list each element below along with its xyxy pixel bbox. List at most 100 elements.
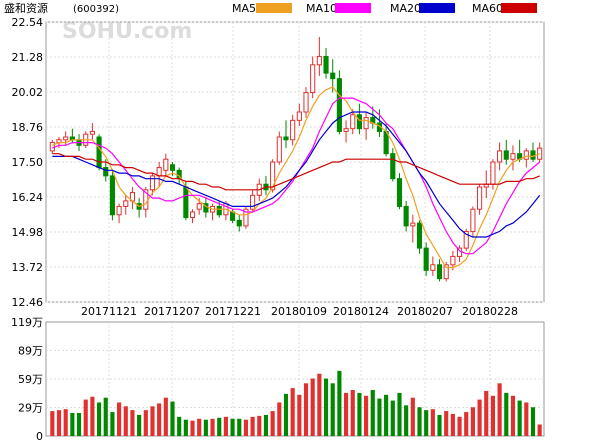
candle	[89, 123, 95, 140]
candle-body	[416, 222, 423, 249]
volume-bar	[270, 411, 275, 436]
candle-body	[356, 114, 362, 130]
volume-bar	[343, 392, 349, 436]
candle	[116, 203, 122, 224]
volume-bar	[96, 402, 102, 436]
y-tick-label: 13.72	[12, 261, 44, 274]
volume-bar	[497, 383, 502, 436]
candle-body	[163, 158, 169, 171]
candle	[416, 220, 423, 254]
candle-body	[230, 211, 236, 221]
volume-bar	[223, 416, 228, 436]
candle-body	[316, 55, 322, 66]
volume-bar	[123, 406, 128, 436]
volume-bar	[470, 407, 475, 436]
volume-bar	[257, 415, 262, 436]
volume-bar	[524, 402, 529, 436]
candle	[503, 139, 509, 165]
volume-bar	[417, 407, 422, 436]
volume-bar	[283, 393, 289, 436]
candle-body	[290, 119, 296, 141]
volume-bar	[530, 407, 536, 436]
moving-average-lines	[52, 86, 541, 269]
candle	[303, 87, 309, 118]
y-tick-label: 14.98	[12, 226, 44, 239]
candle-body	[403, 205, 409, 227]
candle	[163, 153, 169, 176]
legend-swatch-ma5	[256, 3, 292, 13]
volume-bar	[477, 399, 482, 436]
volume-bar	[277, 402, 282, 436]
x-tick-label: 20180124	[333, 305, 389, 318]
volume-bar	[117, 402, 122, 436]
volume-tick-label: 89万	[18, 345, 43, 358]
volume-bar	[370, 390, 375, 436]
x-tick-label: 20180228	[462, 305, 518, 318]
candle-body	[270, 161, 276, 191]
candle	[490, 159, 496, 190]
volume-bar	[50, 411, 55, 436]
candle-body	[336, 78, 342, 132]
candle	[336, 70, 342, 135]
volume-bar	[70, 413, 75, 436]
legend-label-ma20: MA20	[390, 2, 421, 15]
watermark-logo: SOHU.com	[62, 19, 192, 44]
candle	[356, 103, 362, 135]
candle-body	[276, 136, 282, 163]
volume-bar	[103, 397, 108, 436]
y-tick-label: 16.24	[12, 191, 44, 204]
volume-bar	[190, 420, 195, 436]
candle-body	[530, 150, 536, 160]
volume-bar	[384, 394, 389, 436]
candle-body	[49, 142, 55, 152]
candle-body	[169, 164, 176, 171]
candle-body	[350, 114, 356, 130]
y-tick-label: 20.02	[12, 86, 44, 99]
volume-bar	[310, 378, 315, 436]
legend-swatch-ma20	[419, 3, 455, 13]
volume-bar	[323, 378, 329, 436]
candle-body	[123, 200, 129, 207]
volume-bar	[410, 397, 415, 436]
candle	[323, 48, 329, 79]
candle	[209, 203, 216, 221]
legend-label-ma10: MA10	[306, 2, 337, 15]
candle	[523, 148, 529, 168]
volume-bar	[450, 413, 455, 436]
volume-bar	[263, 414, 269, 436]
y-tick-label: 12.46	[12, 296, 44, 309]
candle-body	[343, 128, 349, 132]
candle	[310, 56, 316, 99]
candle-body	[510, 153, 516, 160]
candle	[316, 37, 322, 76]
candle-body	[156, 167, 162, 177]
volume-bar	[170, 401, 175, 436]
candle-body	[283, 136, 289, 141]
candle	[296, 103, 302, 126]
volume-bar	[377, 398, 382, 436]
candle	[236, 214, 242, 232]
volume-tick-label: 119万	[11, 316, 43, 329]
volume-bar	[357, 392, 362, 436]
volume-bar	[404, 405, 409, 436]
candle	[290, 114, 296, 146]
legend-label-ma60: MA60	[472, 2, 503, 15]
candle-body	[477, 186, 483, 210]
candle	[149, 173, 156, 196]
candle-body	[196, 203, 202, 210]
candle	[129, 187, 136, 210]
volume-bar	[90, 396, 95, 436]
candle	[283, 120, 289, 149]
volume-tick-label: 0	[36, 430, 43, 440]
volume-bar	[444, 411, 449, 436]
candle-body	[310, 64, 316, 94]
volume-bar	[63, 409, 68, 436]
candle	[497, 142, 503, 171]
candle	[363, 112, 369, 140]
candle-body	[189, 211, 196, 219]
candle-body	[330, 72, 336, 80]
candle-body	[149, 175, 156, 191]
grid	[45, 21, 545, 437]
ma-line-ma60	[52, 153, 540, 191]
